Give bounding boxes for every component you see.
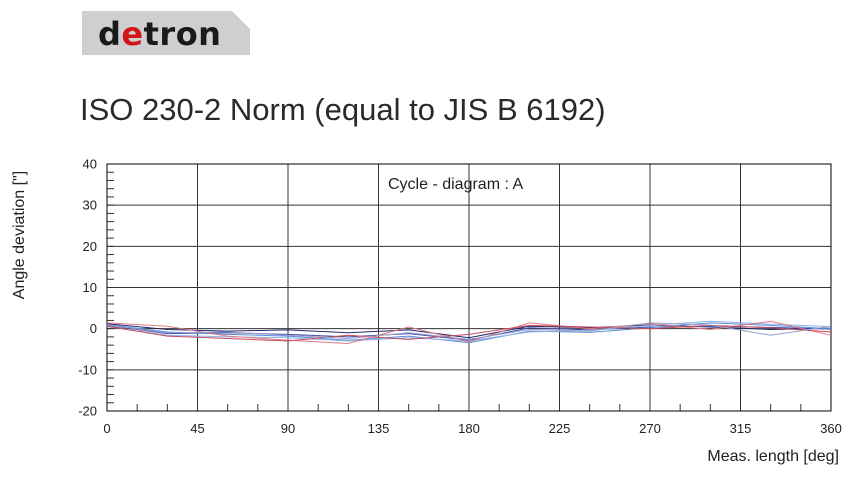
series-line-7 (106, 322, 832, 340)
y-tick-label: 30 (83, 198, 97, 213)
series-line-4 (106, 320, 832, 342)
x-tick-label: 225 (549, 421, 571, 436)
logo-wordmark: detron (98, 15, 221, 53)
series-line-3 (106, 322, 832, 344)
x-tick-label: 270 (639, 421, 661, 436)
y-axis-label: Angle deviation ["] (11, 171, 28, 299)
y-tick-label: 10 (83, 280, 97, 295)
x-tick-label: 0 (103, 421, 110, 436)
y-tick-label: 0 (90, 321, 97, 336)
x-tick-label: 360 (820, 421, 842, 436)
x-tick-label: 135 (368, 421, 390, 436)
x-tick-label: 180 (458, 421, 480, 436)
logo-suffix: tron (143, 15, 222, 53)
series-line-1 (106, 323, 832, 339)
y-tick-label: 40 (83, 157, 97, 172)
chart-series (106, 320, 832, 345)
logo-prefix: d (98, 15, 122, 53)
x-tick-label: 45 (190, 421, 204, 436)
series-line-5 (106, 320, 832, 345)
x-tick-labels: 0 45 90 135 180 225 270 315 360 (103, 421, 841, 436)
logo-accent-letter: e (121, 15, 144, 53)
plot-frame (106, 163, 832, 412)
brand-logo: detron (82, 11, 250, 55)
y-tick-label: -20 (78, 404, 97, 419)
chart-annotation: Cycle - diagram : A (388, 176, 523, 193)
x-tick-label: 90 (281, 421, 295, 436)
chart-grid (107, 164, 831, 411)
logo-badge (82, 11, 250, 55)
y-tick-labels: -20 -10 0 10 20 30 40 (78, 157, 97, 419)
x-axis-label: Meas. length [deg] (707, 448, 839, 465)
y-tick-label: 20 (83, 239, 97, 254)
series-line-2 (106, 324, 832, 341)
y-tick-label: -10 (78, 362, 97, 377)
page-title: ISO 230-2 Norm (equal to JIS B 6192) (80, 92, 606, 127)
x-tick-label: 315 (730, 421, 752, 436)
chart-minor-ticks (106, 163, 832, 412)
